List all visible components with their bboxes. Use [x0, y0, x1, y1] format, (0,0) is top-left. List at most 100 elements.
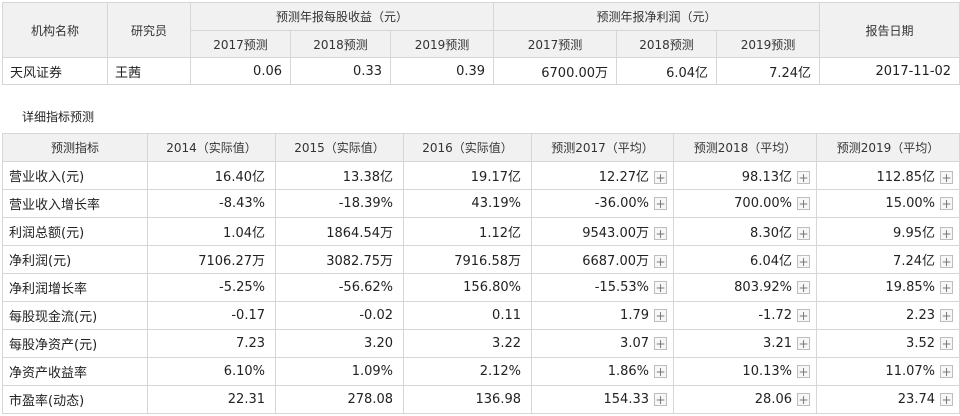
expand-icon[interactable]: +	[940, 309, 953, 323]
expand-icon[interactable]: +	[797, 197, 810, 211]
forecast-value: 3.52	[906, 336, 935, 351]
forecast-value: 1.79	[620, 308, 649, 323]
header-org: 机构名称	[2, 2, 108, 58]
profit-2018: 6.04亿	[616, 57, 718, 85]
forecast-cell: -36.00% +	[531, 189, 674, 218]
actual-value: 7106.27万	[147, 245, 276, 274]
forecast-cell: 11.07% +	[816, 357, 960, 386]
actual-value: 19.17亿	[403, 161, 532, 190]
indicator-name: 净资产收益率	[2, 357, 148, 386]
expand-icon[interactable]: +	[940, 171, 953, 185]
header-analyst: 研究员	[107, 2, 191, 58]
header-profit-year: 2017预测	[493, 30, 618, 58]
analyst-name[interactable]: 王茜	[107, 57, 191, 85]
header-report-date: 报告日期	[819, 2, 960, 58]
forecast-value: 112.85亿	[876, 170, 936, 185]
forecast-cell: 19.85% +	[816, 273, 960, 302]
forecast-value: -36.00%	[594, 196, 649, 211]
expand-icon[interactable]: +	[797, 393, 810, 407]
header-eps-year: 2017预测	[190, 30, 291, 58]
expand-icon[interactable]: +	[654, 255, 667, 269]
expand-icon[interactable]: +	[940, 197, 953, 211]
report-date: 2017-11-02	[819, 57, 960, 85]
forecast-cell: 10.13% +	[673, 357, 817, 386]
expand-icon[interactable]: +	[797, 227, 810, 241]
actual-value: -5.25%	[147, 273, 276, 302]
expand-icon[interactable]: +	[654, 197, 667, 211]
expand-icon[interactable]: +	[797, 255, 810, 269]
header-forecast-2019: 预测2019（平均）	[816, 133, 960, 162]
indicator-name: 利润总额(元)	[2, 217, 148, 246]
expand-icon[interactable]: +	[797, 309, 810, 323]
forecast-value: 98.13亿	[741, 170, 792, 185]
forecast-cell: 700.00% +	[673, 189, 817, 218]
actual-value: 1.04亿	[147, 217, 276, 246]
table-row: 净利润增长率 -5.25% -56.62% 156.80% -15.53% +803.92…	[2, 273, 960, 302]
indicator-name: 营业收入(元)	[2, 161, 148, 190]
actual-value: 0.11	[403, 301, 532, 330]
forecast-value: 9.95亿	[893, 226, 935, 241]
forecast-value: 28.06	[754, 392, 792, 407]
forecast-cell: 1.79 +	[531, 301, 674, 330]
header-profit-year: 2019预测	[716, 30, 821, 58]
forecast-cell: 8.30亿 +	[673, 217, 817, 246]
actual-value: 156.80%	[403, 273, 532, 302]
forecast-cell: 112.85亿 +	[816, 161, 960, 190]
forecast-cell: 98.13亿 +	[673, 161, 817, 190]
forecast-cell: 7.24亿 +	[816, 245, 960, 274]
actual-value: 1.09%	[275, 357, 404, 386]
expand-icon[interactable]: +	[940, 393, 953, 407]
actual-value: 278.08	[275, 385, 404, 414]
table-row: 每股现金流(元) -0.17 -0.02 0.11 1.79 + -1.72 +2.23 +	[2, 301, 960, 330]
actual-value: -56.62%	[275, 273, 404, 302]
indicator-name: 净利润增长率	[2, 273, 148, 302]
expand-icon[interactable]: +	[940, 337, 953, 351]
detail-forecast-table: 预测指标 2014（实际值） 2015（实际值） 2016（实际值） 预测2017（平均…	[2, 133, 960, 414]
expand-icon[interactable]: +	[654, 171, 667, 185]
table-row: 净资产收益率 6.10% 1.09% 2.12% 1.86% +10.13% +11.07%…	[2, 357, 960, 386]
org-name[interactable]: 天风证券	[2, 57, 108, 85]
expand-icon[interactable]: +	[654, 365, 667, 379]
expand-icon[interactable]: +	[797, 365, 810, 379]
expand-icon[interactable]: +	[654, 227, 667, 241]
forecast-value: 12.27亿	[598, 170, 649, 185]
forecast-value: 9543.00万	[582, 226, 649, 241]
header-indicator: 预测指标	[2, 133, 148, 162]
forecast-value: 3.21	[763, 336, 792, 351]
expand-icon[interactable]: +	[797, 281, 810, 295]
expand-icon[interactable]: +	[797, 171, 810, 185]
expand-icon[interactable]: +	[940, 365, 953, 379]
actual-value: 136.98	[403, 385, 532, 414]
forecast-value: 3.07	[620, 336, 649, 351]
forecast-value: 2.23	[906, 308, 935, 323]
header-2015-actual: 2015（实际值）	[275, 133, 404, 162]
expand-icon[interactable]: +	[654, 337, 667, 351]
expand-icon[interactable]: +	[654, 309, 667, 323]
table-row: 营业收入增长率 -8.43% -18.39% 43.19% -36.00% +700.00…	[2, 189, 960, 218]
actual-value: 3.20	[275, 329, 404, 358]
header-2014-actual: 2014（实际值）	[147, 133, 276, 162]
forecast-cell: 803.92% +	[673, 273, 817, 302]
actual-value: 6.10%	[147, 357, 276, 386]
expand-icon[interactable]: +	[797, 337, 810, 351]
expand-icon[interactable]: +	[940, 227, 953, 241]
forecast-value: 803.92%	[734, 280, 792, 295]
section-title: 详细指标预测	[22, 110, 95, 124]
expand-icon[interactable]: +	[940, 281, 953, 295]
eps-2019: 0.39	[389, 57, 495, 85]
expand-icon[interactable]: +	[940, 255, 953, 269]
actual-value: 16.40亿	[147, 161, 276, 190]
indicator-name: 净利润(元)	[2, 245, 148, 274]
actual-value: 1.12亿	[403, 217, 532, 246]
actual-value: -8.43%	[147, 189, 276, 218]
forecast-cell: 9.95亿 +	[816, 217, 960, 246]
table-row: 净利润(元) 7106.27万 3082.75万 7916.58万 6687.00万 +6…	[2, 245, 960, 274]
expand-icon[interactable]: +	[654, 393, 667, 407]
forecast-value: 23.74	[897, 392, 935, 407]
actual-value: 7.23	[147, 329, 276, 358]
forecast-cell: 23.74 +	[816, 385, 960, 414]
expand-icon[interactable]: +	[654, 281, 667, 295]
actual-value: 3082.75万	[275, 245, 404, 274]
forecast-value: -15.53%	[594, 280, 649, 295]
table-row: 每股净资产(元) 7.23 3.20 3.22 3.07 +3.21 +3.52 +	[2, 329, 960, 358]
